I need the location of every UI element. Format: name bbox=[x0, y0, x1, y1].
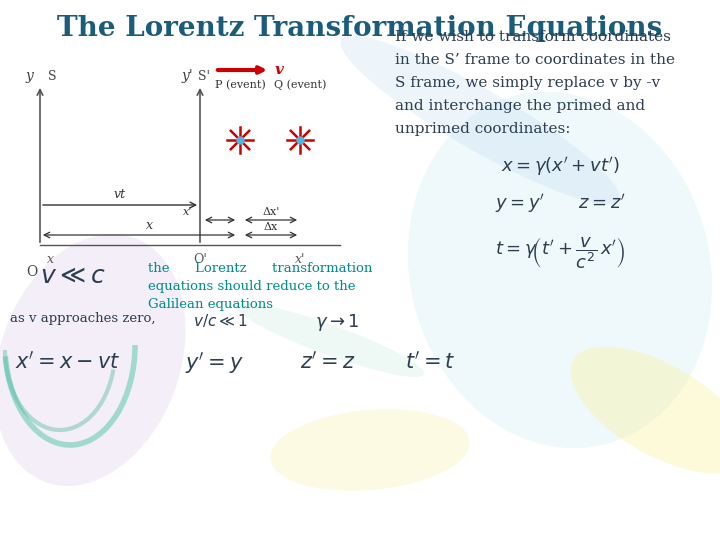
Text: x: x bbox=[145, 219, 153, 232]
Text: in the S’ frame to coordinates in the: in the S’ frame to coordinates in the bbox=[395, 53, 675, 67]
Text: $\gamma \rightarrow 1$: $\gamma \rightarrow 1$ bbox=[315, 312, 359, 333]
Text: $v/c \ll 1$: $v/c \ll 1$ bbox=[193, 312, 248, 329]
Text: $x^{\prime} = x - vt$: $x^{\prime} = x - vt$ bbox=[15, 350, 120, 372]
Text: $y = y^{\prime} \qquad z = z^{\prime}$: $y = y^{\prime} \qquad z = z^{\prime}$ bbox=[495, 192, 626, 215]
Text: and interchange the primed and: and interchange the primed and bbox=[395, 99, 645, 113]
Ellipse shape bbox=[570, 347, 720, 474]
Text: $x = \gamma(x^{\prime} + vt^{\prime})$: $x = \gamma(x^{\prime} + vt^{\prime})$ bbox=[500, 155, 619, 178]
Text: $t^{\prime} = t$: $t^{\prime} = t$ bbox=[405, 350, 456, 372]
Text: P (event): P (event) bbox=[215, 80, 266, 90]
Text: Δx': Δx' bbox=[262, 207, 279, 217]
Text: y': y' bbox=[182, 69, 194, 83]
Text: S: S bbox=[48, 70, 56, 83]
Text: as v approaches zero,: as v approaches zero, bbox=[10, 312, 156, 325]
Ellipse shape bbox=[408, 92, 712, 448]
Text: $v \ll c$: $v \ll c$ bbox=[40, 265, 106, 288]
Text: Δx: Δx bbox=[264, 222, 278, 232]
Text: O: O bbox=[26, 265, 37, 279]
Ellipse shape bbox=[236, 303, 424, 377]
Text: v: v bbox=[275, 63, 284, 77]
Ellipse shape bbox=[0, 234, 186, 486]
Text: x': x' bbox=[183, 207, 192, 217]
Text: $z^{\prime} = z$: $z^{\prime} = z$ bbox=[300, 350, 356, 372]
Text: vt: vt bbox=[114, 188, 126, 201]
Ellipse shape bbox=[270, 409, 469, 491]
Ellipse shape bbox=[341, 36, 619, 204]
Text: $y^{\prime} = y$: $y^{\prime} = y$ bbox=[185, 350, 243, 376]
Text: If we wish to transform coordinates: If we wish to transform coordinates bbox=[395, 30, 671, 44]
Text: O': O' bbox=[193, 253, 207, 266]
Text: S frame, we simply replace v by -v: S frame, we simply replace v by -v bbox=[395, 76, 660, 90]
Text: y: y bbox=[26, 69, 34, 83]
Text: x': x' bbox=[294, 253, 305, 266]
Text: the      Lorentz      transformation: the Lorentz transformation bbox=[148, 262, 372, 275]
Text: Galilean equations: Galilean equations bbox=[148, 298, 273, 311]
Text: Q (event): Q (event) bbox=[274, 79, 326, 90]
Text: equations should reduce to the: equations should reduce to the bbox=[148, 280, 356, 293]
Text: The Lorentz Transformation Equations: The Lorentz Transformation Equations bbox=[58, 15, 662, 42]
Text: S': S' bbox=[198, 70, 210, 83]
Text: $t = \gamma\!\left(t^{\prime} + \dfrac{v}{c^{2}}\,x^{\prime}\right)$: $t = \gamma\!\left(t^{\prime} + \dfrac{v… bbox=[495, 235, 625, 271]
Text: x: x bbox=[47, 253, 53, 266]
Text: unprimed coordinates:: unprimed coordinates: bbox=[395, 122, 570, 136]
